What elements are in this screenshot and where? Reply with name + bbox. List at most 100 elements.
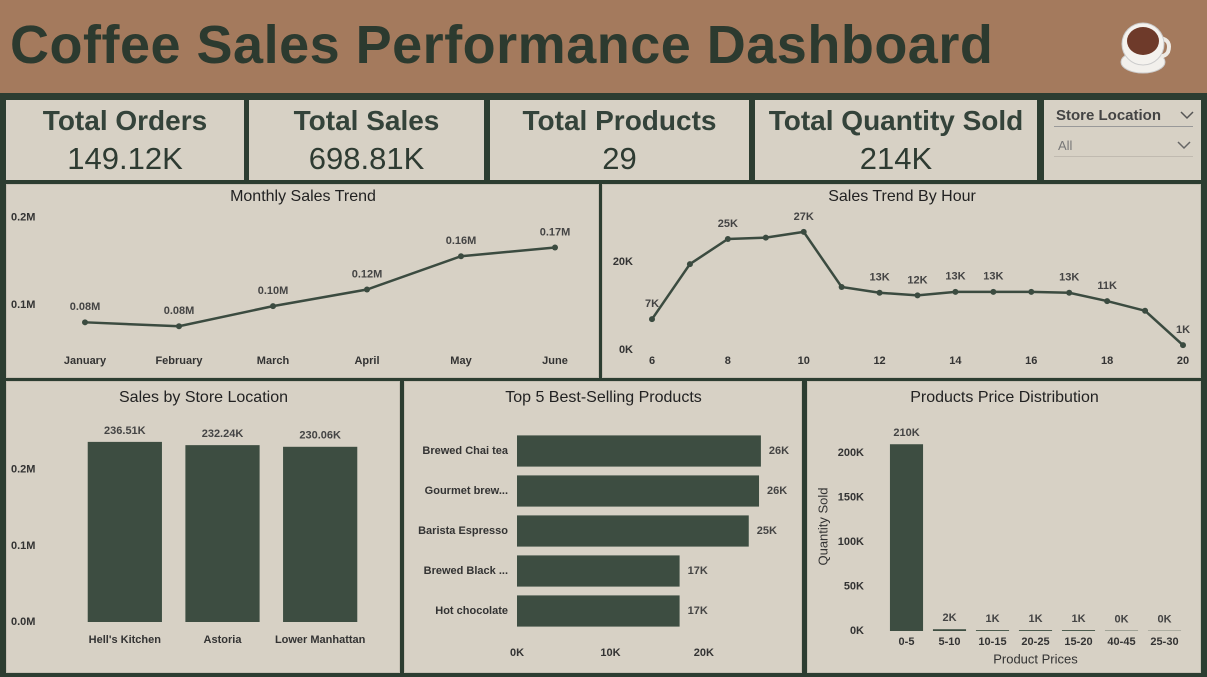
data-label: 27K	[794, 211, 814, 223]
x-axis-title: Product Prices	[993, 651, 1078, 666]
y-tick-label: 20K	[613, 256, 633, 268]
chart: Monthly Sales Trend 0.1M 0.2M January Februa…	[11, 188, 571, 367]
kpi-card: Total Products 29	[490, 100, 749, 180]
x-tick-label: February	[155, 355, 203, 367]
chart-panel: Monthly Sales Trend 0.1M 0.2M January Februa…	[6, 184, 599, 378]
point	[800, 228, 807, 235]
dropdown-icon	[1177, 141, 1191, 150]
kpi-label: Total Quantity Sold	[768, 105, 1024, 136]
divider	[1054, 126, 1193, 127]
y-tick-label: 0.1M	[11, 540, 35, 552]
collapse-icon[interactable]	[1180, 110, 1194, 120]
data-label: 17K	[688, 565, 708, 577]
bar	[1018, 630, 1053, 631]
data-label: 0.12M	[352, 268, 383, 280]
x-tick-label: May	[450, 355, 472, 367]
point	[1028, 288, 1035, 295]
y-tick-label: 100K	[838, 536, 864, 548]
x-tick-label: January	[64, 355, 107, 367]
x-tick-label: March	[257, 355, 290, 367]
point	[838, 283, 845, 290]
data-label: 1K	[1071, 613, 1085, 625]
chart-title: Top 5 Best-Selling Products	[505, 389, 702, 406]
data-label: 26K	[767, 485, 787, 497]
data-label: 2K	[942, 612, 956, 624]
chart: Sales Trend By Hour 0K 20K 6 8 10 12 14 16 18 20 7K…	[613, 188, 1190, 367]
y-tick-label: 0.0M	[11, 616, 35, 628]
x-tick-label: 16	[1025, 355, 1037, 367]
data-label: 0.08M	[164, 305, 195, 317]
bar	[517, 555, 680, 587]
data-label: 25K	[757, 525, 777, 537]
data-label: 17K	[688, 605, 708, 617]
y-tick-label: Brewed Black ...	[424, 565, 508, 577]
point	[1104, 298, 1111, 305]
x-tick-label: 10K	[600, 647, 620, 659]
slicer-label: Store Location	[1056, 107, 1162, 124]
chart-title: Sales by Store Location	[119, 389, 288, 406]
y-tick-label: 50K	[844, 580, 864, 592]
x-tick-label: 15-20	[1064, 636, 1092, 648]
x-tick-label: 25-30	[1150, 636, 1178, 648]
point	[990, 288, 997, 295]
x-tick-label: 10	[798, 355, 810, 367]
data-label: 11K	[1097, 280, 1117, 292]
data-label: 13K	[983, 271, 1003, 283]
bar	[517, 515, 749, 547]
data-label: 13K	[1059, 272, 1079, 284]
slicer: Store Location All	[1044, 100, 1201, 180]
kpi-value: 214K	[859, 141, 933, 176]
bar	[517, 475, 760, 507]
point	[82, 319, 88, 326]
data-label: 26K	[769, 445, 789, 457]
x-tick-label: April	[354, 355, 379, 367]
x-tick-label: 40-45	[1107, 636, 1135, 648]
x-tick-label: 10-15	[978, 636, 1006, 648]
coffee-icon	[1120, 22, 1171, 74]
chart-panel: Products Price Distribution 0K 50K 100K 150K…	[807, 381, 1201, 673]
y-axis-title: Quantity Sold	[815, 487, 830, 565]
dashboard-title: Coffee Sales Performance Dashboard	[10, 15, 994, 75]
y-tick-label: 0K	[850, 625, 864, 637]
bar	[932, 629, 967, 631]
chart-title: Sales Trend By Hour	[828, 188, 976, 205]
chart-title: Products Price Distribution	[910, 389, 1099, 406]
data-label: 13K	[869, 272, 889, 284]
kpi-card: Total Quantity Sold 214K	[755, 100, 1037, 180]
x-tick-label: 6	[649, 355, 655, 367]
dropdown-value: All	[1058, 138, 1073, 153]
kpi-card: Total Sales 698.81K	[249, 100, 484, 180]
y-tick-label: 0.2M	[11, 212, 35, 224]
y-tick-label: 0K	[619, 344, 633, 356]
point	[952, 288, 959, 295]
data-label: 25K	[718, 218, 738, 230]
y-tick-label: 0.1M	[11, 299, 35, 311]
line	[84, 246, 556, 328]
data-label: 13K	[945, 271, 965, 283]
kpi-label: Total Products	[522, 105, 717, 136]
point	[270, 303, 276, 310]
x-tick-label: 12	[873, 355, 885, 367]
x-tick-label: 14	[949, 355, 962, 367]
point	[876, 289, 883, 296]
kpi-label: Total Orders	[42, 105, 208, 136]
kpi-card: Total Orders 149.12K	[6, 100, 244, 180]
x-tick-label: 0K	[510, 647, 524, 659]
data-label: 210K	[893, 427, 919, 439]
header: Coffee Sales Performance Dashboard	[0, 0, 1207, 93]
bar	[889, 444, 924, 631]
x-tick-label: 20-25	[1021, 636, 1049, 648]
dropdown[interactable]: All	[1054, 134, 1193, 157]
bar	[87, 441, 162, 622]
data-label: 1K	[985, 613, 999, 625]
bar	[283, 446, 358, 622]
x-tick-label: 8	[725, 355, 731, 367]
point	[686, 261, 693, 268]
chart: Products Price Distribution 0K 50K 100K 150K…	[815, 389, 1182, 666]
kpi-value: 698.81K	[308, 141, 425, 176]
data-label: 0.17M	[540, 226, 571, 238]
y-tick-label: 0.2M	[11, 464, 35, 476]
point	[1142, 307, 1149, 314]
y-tick-label: Barista Espresso	[418, 525, 508, 537]
data-label: 0K	[1114, 614, 1128, 626]
